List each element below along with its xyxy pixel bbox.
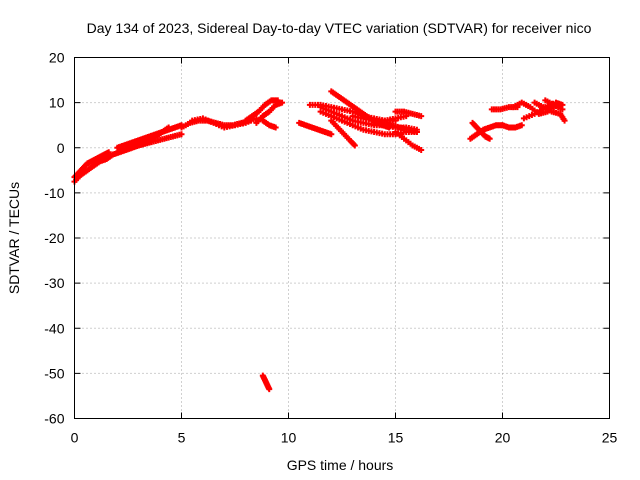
series-arc-21	[371, 117, 420, 135]
series-arc-20	[392, 128, 425, 154]
y-axis-label: SDTVAR / TECUs	[6, 182, 22, 294]
y-tick-label: -60	[44, 411, 64, 427]
data-point	[266, 386, 273, 393]
series-arc-5	[135, 131, 185, 149]
x-tick-labels: 0 5 10 15 20 25	[71, 430, 618, 446]
data-point	[279, 99, 286, 106]
y-tick-label: -10	[44, 185, 64, 201]
chart-title: Day 134 of 2023, Sidereal Day-to-day VTE…	[87, 20, 592, 36]
data-point	[561, 117, 568, 124]
series-arc-12	[259, 372, 273, 393]
series-arc-13	[296, 119, 335, 138]
y-tick-label: 10	[49, 95, 65, 111]
data-point	[105, 149, 112, 156]
y-tick-label: -40	[44, 320, 64, 336]
series-arc-29	[531, 99, 568, 124]
series-arc-26	[499, 122, 525, 131]
data-point	[272, 124, 279, 131]
data-point	[518, 122, 525, 129]
x-tick-label: 20	[495, 430, 511, 446]
x-tick-label: 0	[71, 430, 79, 446]
x-tick-label: 5	[178, 430, 186, 446]
series-arc-8	[189, 115, 260, 131]
data-point	[559, 106, 566, 113]
x-axis-label: GPS time / hours	[287, 457, 394, 473]
data-point	[178, 131, 185, 138]
y-tick-labels: -60 -50 -40 -30 -20 -10 0 10 20	[44, 50, 64, 427]
x-tick-label: 25	[602, 430, 618, 446]
y-tick-label: -30	[44, 275, 64, 291]
x-tick-label: 10	[281, 430, 297, 446]
y-tick-label: -20	[44, 230, 64, 246]
data-point	[413, 128, 420, 135]
series-arc-30	[542, 97, 566, 113]
y-tick-label: 20	[49, 50, 65, 66]
series-arc-22	[392, 108, 425, 120]
data-point	[418, 147, 425, 154]
x-tick-label: 15	[388, 430, 404, 446]
data-point	[486, 135, 493, 142]
series-arc-6	[146, 122, 185, 144]
y-tick-label: 0	[57, 140, 65, 156]
series-arc-11	[259, 117, 279, 131]
series-arc-18	[328, 117, 358, 149]
series-arc-10	[253, 99, 286, 126]
data-points	[71, 88, 568, 393]
plot-frame	[74, 57, 610, 419]
data-point	[328, 131, 335, 138]
data-point	[351, 142, 358, 149]
series-arc-24	[469, 119, 493, 142]
y-tick-label: -50	[44, 365, 64, 381]
data-point	[418, 113, 425, 120]
